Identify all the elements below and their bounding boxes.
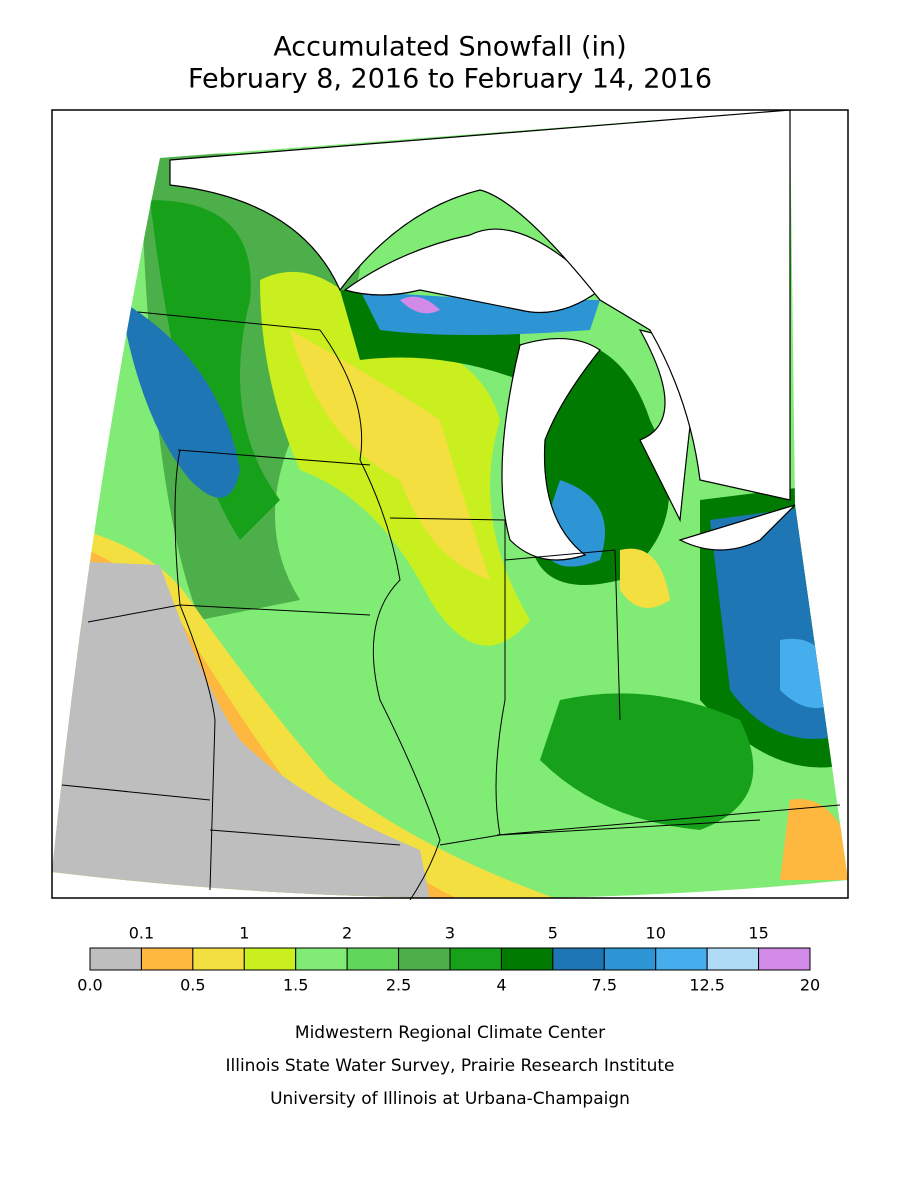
legend-label: 0.0 bbox=[77, 976, 102, 995]
legend-label: 0.5 bbox=[180, 976, 205, 995]
legend: 0.0 0.1 0.5 1 1.5 2 2.5 3 4 5 7.5 10 12.5 15 20 bbox=[77, 924, 820, 995]
lakes bbox=[169, 109, 796, 561]
legend-label: 20 bbox=[800, 976, 820, 995]
legend-label: 15 bbox=[748, 924, 768, 943]
legend-label: 1.5 bbox=[283, 976, 308, 995]
legend-label: 0.1 bbox=[129, 924, 154, 943]
legend-swatch bbox=[603, 947, 657, 971]
field bbox=[620, 548, 670, 608]
field bbox=[290, 330, 490, 580]
legend-swatch bbox=[398, 947, 451, 971]
legend-label: 5 bbox=[548, 924, 558, 943]
field bbox=[52, 560, 430, 899]
field bbox=[400, 296, 440, 314]
legend-swatch bbox=[500, 947, 554, 971]
legend-swatch bbox=[552, 947, 605, 971]
credit: Midwestern Regional Climate Center bbox=[295, 1023, 605, 1043]
field bbox=[780, 638, 840, 708]
subtitle: February 8, 2016 to February 14, 2016 bbox=[188, 64, 712, 95]
legend-swatch bbox=[449, 947, 502, 971]
field bbox=[540, 693, 754, 830]
legend-label: 1 bbox=[239, 924, 249, 943]
legend-label: 2 bbox=[342, 924, 352, 943]
legend-label: 10 bbox=[646, 924, 666, 943]
credit: University of Illinois at Urbana-Champai… bbox=[270, 1089, 630, 1109]
field bbox=[120, 300, 240, 498]
legend-swatch bbox=[140, 947, 194, 971]
legend-swatch bbox=[192, 947, 245, 971]
legend-label: 2.5 bbox=[386, 976, 411, 995]
legend-swatch bbox=[243, 947, 297, 971]
title: Accumulated Snowfall (in) bbox=[273, 32, 626, 63]
map-frame bbox=[51, 109, 849, 899]
legend-swatch bbox=[758, 947, 811, 971]
legend-swatch bbox=[346, 947, 400, 971]
legend-label: 3 bbox=[445, 924, 455, 943]
borders bbox=[61, 311, 841, 901]
legend-label: 7.5 bbox=[592, 976, 617, 995]
legend-label: 4 bbox=[496, 976, 506, 995]
legend-swatch bbox=[706, 947, 760, 971]
field bbox=[780, 799, 848, 880]
legend-swatch bbox=[655, 947, 708, 971]
legend-label: 12.5 bbox=[689, 976, 725, 995]
credit: Illinois State Water Survey, Prairie Res… bbox=[226, 1056, 675, 1076]
legend-swatch bbox=[89, 947, 142, 971]
legend-swatch bbox=[295, 947, 348, 971]
